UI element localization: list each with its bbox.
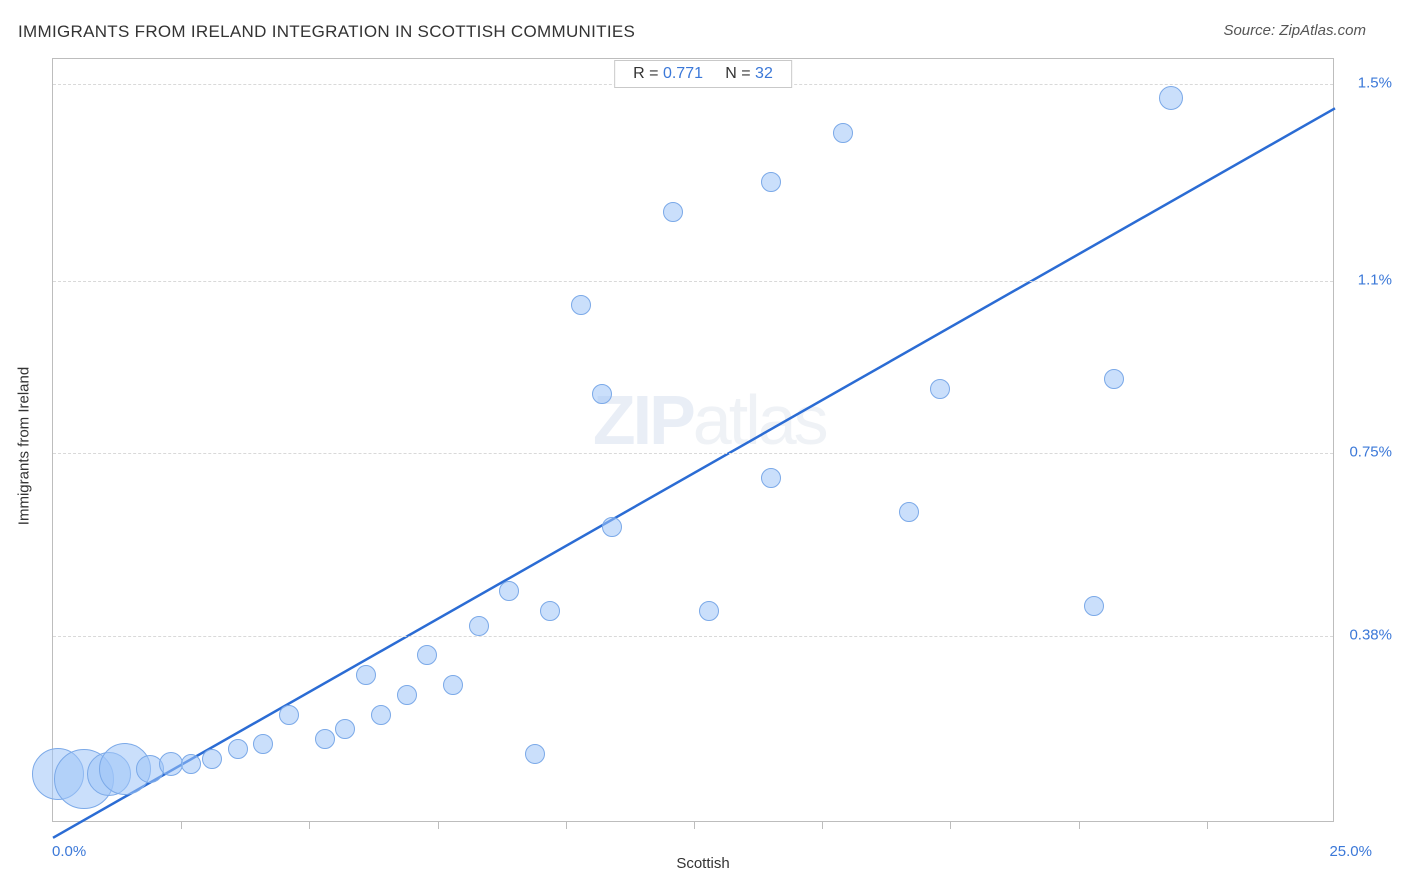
x-tick — [950, 821, 951, 829]
data-point[interactable] — [159, 752, 183, 776]
x-axis-label: Scottish — [676, 855, 729, 872]
data-point[interactable] — [761, 468, 781, 488]
plot-area: ZIPatlas — [52, 58, 1334, 822]
data-point[interactable] — [397, 685, 417, 705]
data-point[interactable] — [592, 384, 612, 404]
x-tick — [181, 821, 182, 829]
y-tick-label: 0.38% — [1349, 626, 1392, 643]
gridline — [53, 453, 1333, 454]
y-tick-label: 0.75% — [1349, 444, 1392, 461]
data-point[interactable] — [602, 517, 622, 537]
stats-box: R = 0.771 N = 32 — [614, 60, 792, 88]
gridline — [53, 281, 1333, 282]
x-axis-max-label: 25.0% — [1329, 843, 1372, 860]
data-point[interactable] — [469, 616, 489, 636]
data-point[interactable] — [571, 295, 591, 315]
data-point[interactable] — [663, 202, 683, 222]
data-point[interactable] — [228, 739, 248, 759]
y-tick-label: 1.1% — [1358, 271, 1392, 288]
data-point[interactable] — [417, 645, 437, 665]
y-tick-label: 1.5% — [1358, 74, 1392, 91]
data-point[interactable] — [356, 665, 376, 685]
data-point[interactable] — [181, 754, 201, 774]
data-point[interactable] — [930, 379, 950, 399]
data-point[interactable] — [202, 749, 222, 769]
x-tick — [694, 821, 695, 829]
data-point[interactable] — [443, 675, 463, 695]
data-point[interactable] — [1104, 369, 1124, 389]
y-axis-label: Immigrants from Ireland — [16, 367, 33, 525]
data-point[interactable] — [371, 705, 391, 725]
n-value: 32 — [755, 65, 773, 82]
trendline-svg — [53, 59, 1335, 823]
gridline — [53, 636, 1333, 637]
data-point[interactable] — [1084, 596, 1104, 616]
source-attribution: Source: ZipAtlas.com — [1223, 22, 1366, 39]
data-point[interactable] — [253, 734, 273, 754]
data-point[interactable] — [279, 705, 299, 725]
chart-title: IMMIGRANTS FROM IRELAND INTEGRATION IN S… — [18, 22, 635, 42]
data-point[interactable] — [499, 581, 519, 601]
r-label: R = — [633, 65, 663, 82]
x-tick — [438, 821, 439, 829]
data-point[interactable] — [335, 719, 355, 739]
n-label: N = — [725, 65, 755, 82]
x-axis-min-label: 0.0% — [52, 843, 86, 860]
data-point[interactable] — [540, 601, 560, 621]
data-point[interactable] — [833, 123, 853, 143]
trendline — [53, 108, 1335, 837]
x-tick — [566, 821, 567, 829]
x-tick — [1079, 821, 1080, 829]
x-tick — [309, 821, 310, 829]
data-point[interactable] — [699, 601, 719, 621]
x-tick — [1207, 821, 1208, 829]
data-point[interactable] — [899, 502, 919, 522]
data-point[interactable] — [315, 729, 335, 749]
data-point[interactable] — [525, 744, 545, 764]
x-tick — [822, 821, 823, 829]
data-point[interactable] — [1159, 86, 1183, 110]
r-value: 0.771 — [663, 65, 703, 82]
data-point[interactable] — [761, 172, 781, 192]
